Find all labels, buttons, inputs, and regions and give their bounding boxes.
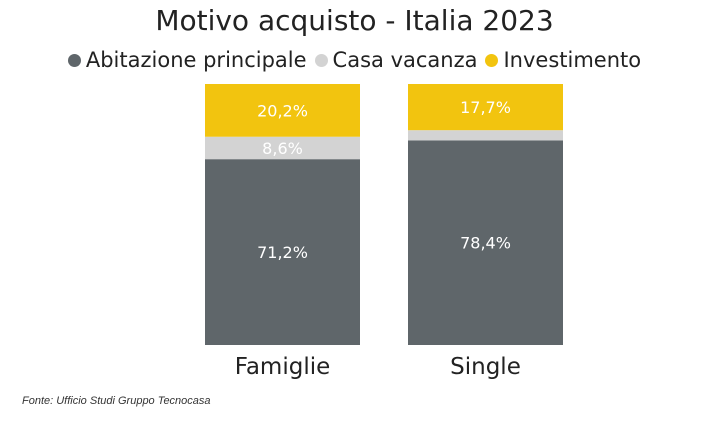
- legend-swatch-investimento: [485, 53, 499, 67]
- legend-item-investimento: Investimento: [485, 48, 641, 72]
- legend-label-casa-vacanza: Casa vacanza: [332, 48, 478, 72]
- data-label-famiglie-abitazione-principale: 71,2%: [257, 243, 308, 262]
- legend: Abitazione principale Casa vacanza Inves…: [0, 48, 709, 72]
- category-label-single: Single: [450, 354, 521, 380]
- bar-famiglie-casa-vacanza: [205, 136, 360, 160]
- bar-famiglie-abitazione-principale: [205, 159, 360, 345]
- legend-swatch-abitazione: [67, 53, 81, 67]
- bar-single-casa-vacanza: [408, 130, 563, 141]
- bar-single-abitazione-principale: [408, 140, 563, 345]
- data-label-famiglie-casa-vacanza: 8,6%: [262, 139, 303, 158]
- legend-label-investimento: Investimento: [503, 48, 642, 72]
- legend-item-abitazione: Abitazione principale: [67, 48, 307, 72]
- chart-title: Motivo acquisto - Italia 2023: [155, 4, 554, 37]
- bar-single-investimento: [408, 84, 563, 131]
- legend-label-abitazione: Abitazione principale: [85, 48, 307, 72]
- category-label-famiglie: Famiglie: [235, 354, 331, 380]
- source-note: Fonte: Ufficio Studi Gruppo Tecnocasa: [22, 395, 211, 407]
- data-label-famiglie-investimento: 20,2%: [257, 101, 308, 120]
- legend-swatch-casa-vacanza: [314, 53, 328, 67]
- bar-famiglie-investimento: [205, 84, 360, 137]
- data-label-single-investimento: 17,7%: [460, 98, 511, 117]
- legend-item-casa-vacanza: Casa vacanza: [314, 48, 478, 72]
- data-label-single-abitazione-principale: 78,4%: [460, 234, 511, 253]
